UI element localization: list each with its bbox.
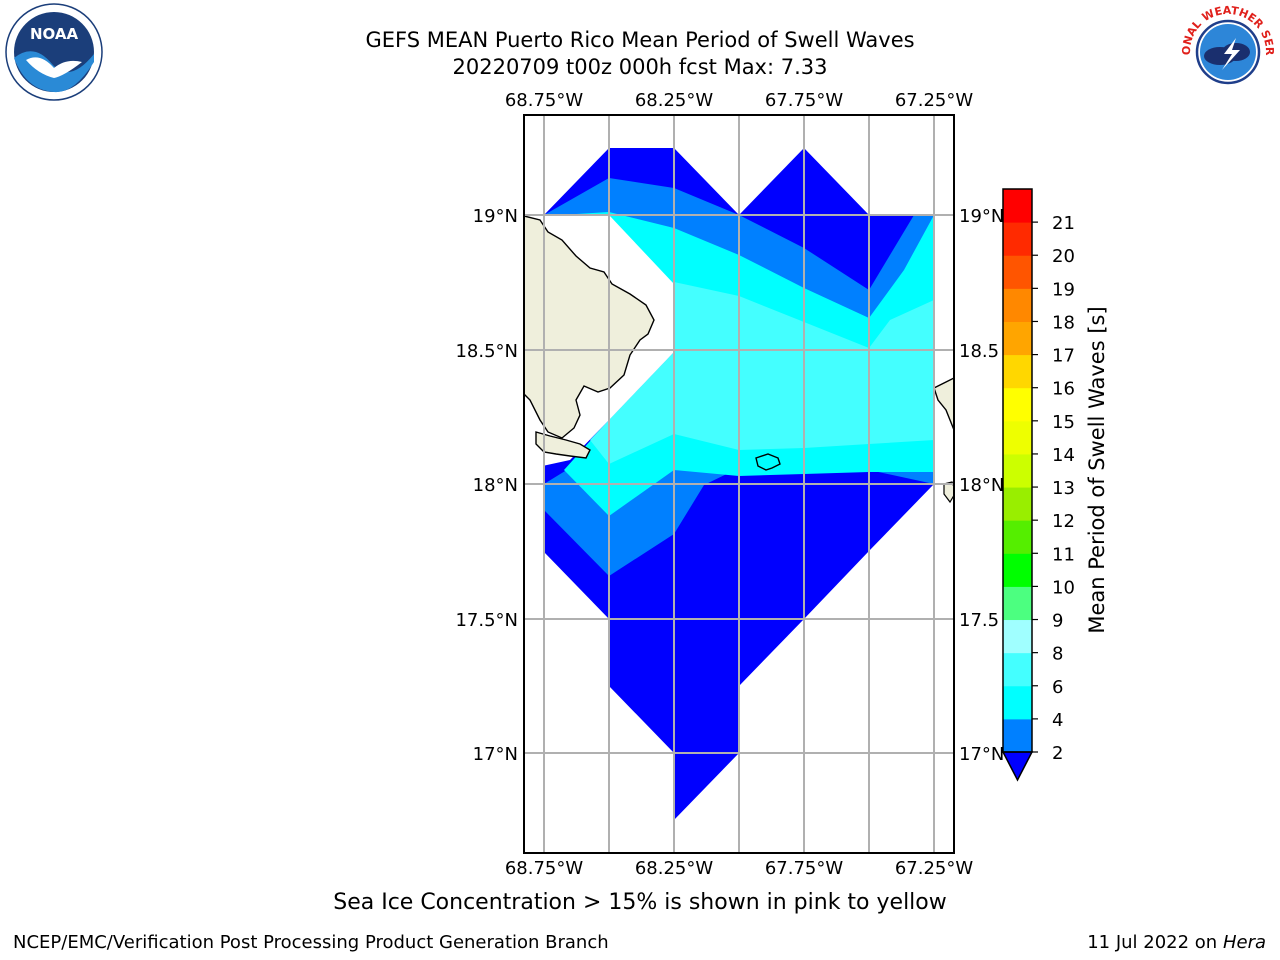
colorbar-segment	[1003, 387, 1032, 422]
colorbar-segment	[1003, 718, 1032, 753]
colorbar-segment	[1003, 652, 1032, 687]
chart-subtitle: 20220709 t00z 000h fcst Max: 7.33	[452, 55, 828, 79]
colorbar-tick-label: 2	[1052, 743, 1063, 764]
colorbar-tick-label: 11	[1052, 544, 1075, 565]
lon-label-bottom: 68.75°W	[505, 858, 584, 879]
sea-ice-note: Sea Ice Concentration > 15% is shown in …	[333, 890, 947, 915]
gridlines	[524, 115, 954, 853]
nws-logo: NATIONAL WEATHER SERVICE	[1178, 0, 1276, 97]
colorbar-segment	[1003, 453, 1032, 488]
lon-label-bottom: 67.25°W	[895, 858, 974, 879]
colorbar: 2 4 6 8 9 10 11 12 13 14 15 16 17 18 19 20 21	[1001, 188, 1075, 782]
colorbar-tick-label: 18	[1052, 312, 1075, 333]
land-isla-mona	[755, 453, 781, 471]
colorbar-segment	[1003, 354, 1032, 389]
lat-label-left: 17.5°N	[455, 610, 518, 631]
lon-label-bottom: 68.25°W	[635, 858, 714, 879]
lat-label-right: 19°N	[959, 206, 1004, 227]
date-value: 11 Jul 2022 on	[1087, 932, 1223, 953]
colorbar-segment	[1003, 255, 1032, 289]
colorbar-segment	[1003, 288, 1032, 322]
lat-label-right: 17°N	[959, 744, 1004, 765]
colorbar-segment	[1003, 189, 1032, 223]
colorbar-tick-label: 13	[1052, 478, 1075, 499]
colorbar-tick-label: 12	[1052, 511, 1075, 532]
colorbar-tick-label: 16	[1052, 379, 1075, 400]
chart-title: GEFS MEAN Puerto Rico Mean Period of Swe…	[365, 28, 915, 52]
lon-label-top: 67.75°W	[765, 90, 844, 111]
colorbar-segment	[1003, 420, 1032, 455]
lon-label-top: 68.25°W	[635, 90, 714, 111]
colorbar-tick-label: 14	[1052, 445, 1075, 466]
colorbar-tick-label: 17	[1052, 346, 1075, 367]
swell-band-6-8	[590, 282, 934, 464]
colorbar-under-triangle	[1001, 751, 1034, 782]
lat-label-left: 18°N	[473, 475, 518, 496]
colorbar-tick-label: 10	[1052, 577, 1075, 598]
colorbar-segment	[1003, 321, 1032, 356]
lat-label-right: 17.5	[959, 610, 999, 631]
noaa-logo: NOAA	[5, 3, 103, 101]
credit-text: NCEP/EMC/Verification Post Processing Pr…	[13, 932, 609, 953]
date-text: 11 Jul 2022 on Hera	[1087, 932, 1266, 953]
colorbar-tick-label: 4	[1052, 710, 1063, 731]
map-frame	[523, 114, 955, 854]
colorbar-segment	[1003, 222, 1032, 256]
colorbar-tick-label: 8	[1052, 644, 1063, 665]
lat-label-left: 19°N	[473, 206, 518, 227]
lat-label-right: 18.5	[959, 341, 999, 362]
lat-label-left: 18.5°N	[455, 341, 518, 362]
lat-label-right: 18°N	[959, 475, 1004, 496]
colorbar-tick-label: 21	[1052, 213, 1075, 234]
svg-text:NOAA: NOAA	[30, 25, 79, 43]
colorbar-label: Mean Period of Swell Waves [s]	[1085, 306, 1109, 634]
colorbar-tick-label: 19	[1052, 279, 1075, 300]
host-name: Hera	[1222, 932, 1266, 953]
colorbar-tick-label: 6	[1052, 677, 1063, 698]
lon-label-top: 67.25°W	[895, 90, 974, 111]
colorbar-tick-label: 15	[1052, 412, 1075, 433]
colorbar-segment	[1003, 553, 1032, 587]
land-puerto-rico	[933, 377, 954, 432]
land-hispaniola	[524, 215, 655, 439]
lat-label-left: 17°N	[473, 744, 518, 765]
colorbar-outline	[1002, 188, 1033, 753]
colorbar-tick-label: 9	[1052, 611, 1063, 632]
colorbar-segment	[1003, 487, 1032, 521]
land-isla-saona	[535, 431, 591, 459]
colorbar-segment	[1003, 586, 1032, 621]
colorbar-segment	[1003, 520, 1032, 554]
colorbar-segment	[1003, 619, 1032, 654]
lon-label-top: 68.75°W	[505, 90, 584, 111]
colorbar-segment	[1003, 685, 1032, 720]
colorbar-tick-label: 20	[1052, 246, 1075, 267]
lon-label-bottom: 67.75°W	[765, 858, 844, 879]
